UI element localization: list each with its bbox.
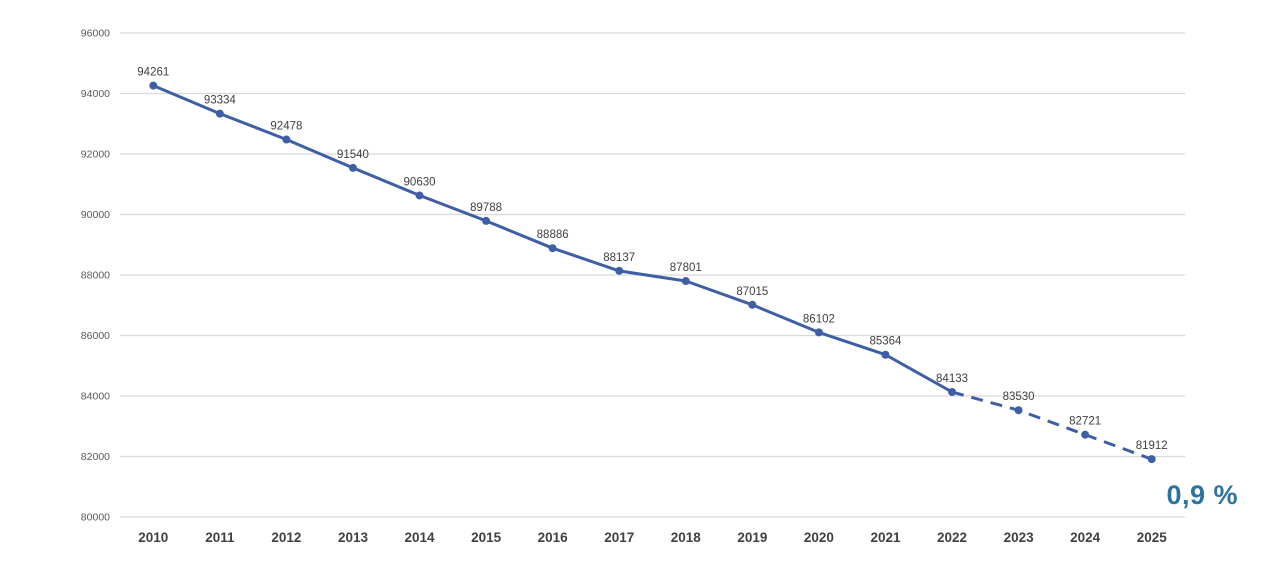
data-point-marker (348, 163, 357, 172)
x-axis-labels: 2010 2011 2012 2013 2014 2015 2016 2017 2018 2019… (138, 530, 1167, 545)
data-point-marker (615, 266, 624, 275)
x-axis-label: 2025 (1137, 530, 1168, 545)
data-point-marker (814, 328, 823, 337)
y-axis-tick-labels: 96000 94000 92000 90000 88000 86000 84000 82000… (81, 28, 110, 524)
x-axis-label: 2015 (471, 530, 502, 545)
x-axis-label: 2014 (405, 530, 436, 545)
x-axis-label: 2017 (604, 530, 634, 545)
data-point-label: 84133 (936, 373, 968, 385)
data-point-label: 94261 (137, 67, 169, 79)
data-point-marker (282, 135, 291, 144)
x-axis-label: 2016 (538, 530, 569, 545)
data-point-label: 93334 (204, 95, 237, 107)
data-point-markers (149, 81, 1156, 464)
data-point-label: 81912 (1136, 440, 1168, 452)
data-point-marker (1081, 430, 1090, 439)
data-point-marker (415, 191, 424, 200)
data-point-label: 86102 (803, 313, 835, 325)
data-point-label: 83530 (1003, 391, 1035, 403)
x-axis-label: 2013 (338, 530, 369, 545)
data-point-marker (681, 277, 690, 286)
data-point-marker (215, 109, 224, 118)
x-axis-label: 2022 (937, 530, 967, 545)
x-axis-label: 2012 (271, 530, 301, 545)
x-axis-label: 2019 (737, 530, 767, 545)
data-point-marker (1014, 406, 1023, 415)
x-axis-label: 2010 (138, 530, 168, 545)
data-point-marker (948, 387, 957, 396)
y-tick-label: 92000 (81, 149, 110, 161)
data-point-marker (881, 350, 890, 359)
data-point-label: 82721 (1069, 416, 1101, 428)
annotation-percentage: 0,9 % (1166, 480, 1238, 510)
data-point-label: 87015 (736, 286, 768, 298)
data-point-marker (548, 244, 557, 253)
y-tick-label: 88000 (81, 270, 110, 282)
y-tick-label: 84000 (81, 391, 110, 403)
x-axis-label: 2024 (1070, 530, 1101, 545)
data-point-labels: 94261 93334 92478 91540 90630 89788 88886 88137… (137, 67, 1167, 453)
data-point-label: 88137 (603, 252, 635, 264)
data-point-marker (482, 216, 491, 225)
x-axis-label: 2020 (804, 530, 834, 545)
series-line-dashed-forecast (951, 390, 1153, 461)
data-point-label: 89788 (470, 202, 502, 214)
y-tick-label: 86000 (81, 330, 110, 342)
x-axis-label: 2021 (870, 530, 901, 545)
data-point-label: 85364 (869, 336, 902, 348)
data-point-label: 90630 (404, 176, 436, 188)
data-point-label: 91540 (337, 149, 369, 161)
x-axis-label: 2011 (205, 530, 235, 545)
y-tick-label: 94000 (81, 88, 110, 100)
y-tick-label: 90000 (81, 209, 110, 221)
data-point-label: 87801 (670, 262, 702, 274)
y-tick-label: 80000 (81, 512, 110, 524)
data-point-marker (149, 81, 158, 90)
y-tick-label: 82000 (81, 451, 110, 463)
y-tick-label: 96000 (81, 28, 110, 40)
x-axis-label: 2023 (1004, 530, 1035, 545)
data-point-marker (748, 300, 757, 309)
data-point-label: 88886 (537, 229, 569, 241)
data-point-marker (1147, 455, 1156, 464)
data-point-label: 92478 (270, 121, 302, 133)
x-axis-label: 2018 (671, 530, 702, 545)
